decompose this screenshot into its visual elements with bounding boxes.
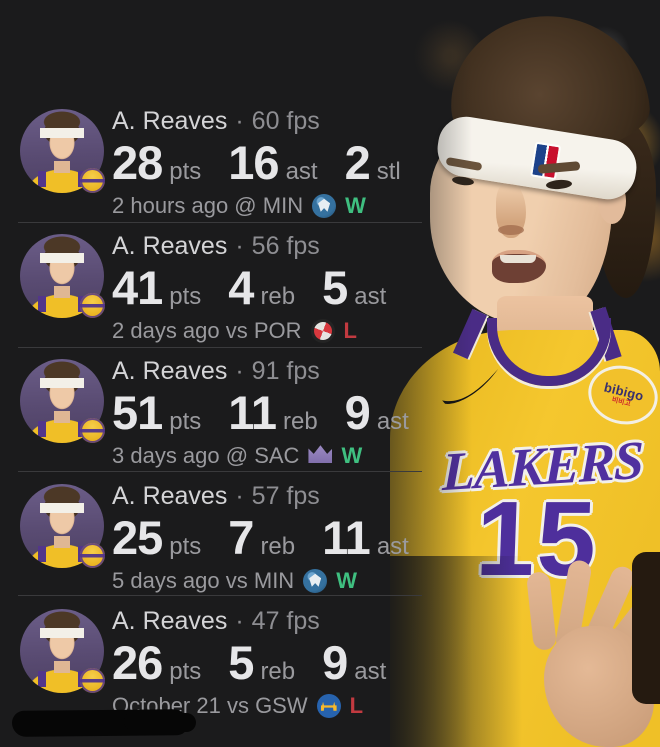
game-meta-line: 5 days ago vs MIN W [112, 568, 436, 594]
stat-label: pts [169, 532, 202, 560]
trail-blazers-logo [310, 318, 335, 343]
player-name-line: A. Reaves · 57 fps [112, 482, 436, 511]
stat-line: 26 pts 5 reb 9 ast [112, 639, 413, 686]
game-context: 2 hours ago @ MIN [112, 192, 304, 218]
player-name: A. Reaves [112, 232, 228, 260]
fantasy-points: 60 fps [251, 107, 320, 135]
stat-value: 9 [344, 385, 371, 439]
stat-value: 4 [228, 260, 254, 314]
stat-value: 51 [112, 385, 163, 439]
game-meta-line: 3 days ago @ SAC W [112, 443, 436, 469]
stat-label: ast [376, 532, 409, 560]
stat-label: reb [260, 657, 296, 685]
timberwolves-logo [312, 193, 337, 218]
result-badge: L [343, 317, 357, 343]
stat-value: 2 [344, 135, 371, 189]
result-badge: W [336, 567, 357, 593]
stat-value: 5 [228, 635, 254, 689]
player-avatar [20, 109, 105, 193]
player-name: A. Reaves [112, 107, 228, 135]
stat-label: ast [354, 657, 387, 685]
stat-line: 28 pts 16 ast 2 stl [112, 139, 428, 186]
player-name: A. Reaves [112, 357, 228, 385]
player-avatar [20, 359, 105, 443]
name-separator: · [235, 607, 244, 635]
warriors-logo [316, 693, 341, 718]
game-meta-line: 2 days ago vs POR L [112, 318, 413, 344]
stat-value: 11 [228, 385, 277, 439]
row-divider [18, 595, 422, 596]
stat-label: pts [169, 407, 202, 435]
result-badge: W [345, 192, 366, 218]
stat-value: 11 [322, 510, 371, 564]
stat-value: 9 [322, 635, 348, 689]
game-row[interactable]: A. Reaves · 57 fps 25 pts 7 reb 11 ast 5 da… [0, 482, 420, 597]
game-row[interactable]: A. Reaves · 56 fps 41 pts 4 reb 5 ast 2 day… [0, 232, 420, 347]
player-name: A. Reaves [112, 607, 228, 635]
name-separator: · [235, 357, 244, 385]
stat-label: ast [376, 407, 409, 435]
player-avatar [20, 484, 105, 568]
stat-label: ast [354, 282, 387, 310]
player-avatar [20, 609, 105, 693]
mouth [492, 250, 546, 283]
stat-label: reb [260, 532, 296, 560]
game-context: 5 days ago vs MIN [112, 567, 295, 593]
game-context: 3 days ago @ SAC [112, 442, 300, 468]
row-divider [18, 471, 422, 472]
game-row[interactable]: A. Reaves · 91 fps 51 pts 11 reb 9 ast 3 da… [0, 357, 420, 472]
name-separator: · [235, 482, 244, 510]
marker-scribble [11, 709, 189, 737]
stat-value: 25 [112, 510, 163, 564]
player-name-line: A. Reaves · 47 fps [112, 607, 413, 636]
stat-label: reb [282, 407, 318, 435]
stat-value: 28 [112, 135, 163, 189]
result-badge: L [349, 692, 364, 718]
stat-value: 41 [112, 260, 163, 314]
fantasy-points: 47 fps [251, 607, 320, 635]
stat-line: 51 pts 11 reb 9 ast [112, 389, 436, 436]
game-meta-line: 2 hours ago @ MIN W [112, 193, 428, 219]
stat-value: 26 [112, 635, 163, 689]
basketball-silhouette [632, 552, 660, 704]
stat-label: pts [169, 657, 202, 685]
game-context: 2 days ago vs POR [112, 317, 302, 343]
stat-value: 5 [322, 260, 348, 314]
stat-value: 16 [228, 135, 279, 189]
fantasy-points: 56 fps [251, 232, 320, 260]
nose [496, 182, 526, 238]
stat-line: 41 pts 4 reb 5 ast [112, 264, 413, 311]
stat-line: 25 pts 7 reb 11 ast [112, 514, 436, 561]
name-separator: · [235, 107, 244, 135]
stat-label: pts [169, 157, 202, 185]
name-separator: · [235, 232, 244, 260]
result-badge: W [341, 442, 363, 468]
kings-logo [308, 445, 333, 463]
game-row[interactable]: A. Reaves · 60 fps 28 pts 16 ast 2 stl 2 ho… [0, 107, 420, 222]
fantasy-points: 57 fps [251, 482, 320, 510]
game-row[interactable]: A. Reaves · 47 fps 26 pts 5 reb 9 ast Octob… [0, 607, 420, 722]
photo-left-fade [340, 0, 472, 747]
stat-label: reb [260, 282, 296, 310]
player-name-line: A. Reaves · 56 fps [112, 232, 413, 261]
row-divider [18, 222, 422, 223]
row-divider [18, 347, 422, 348]
timberwolves-logo [303, 568, 328, 593]
player-avatar [20, 234, 105, 318]
player-name: A. Reaves [112, 482, 228, 510]
stat-label: ast [285, 157, 318, 185]
player-name-line: A. Reaves · 91 fps [112, 357, 436, 386]
stat-label: stl [376, 157, 401, 185]
stat-value: 7 [228, 510, 254, 564]
stat-label: pts [169, 282, 202, 310]
fantasy-points: 91 fps [251, 357, 320, 385]
player-name-line: A. Reaves · 60 fps [112, 107, 428, 136]
